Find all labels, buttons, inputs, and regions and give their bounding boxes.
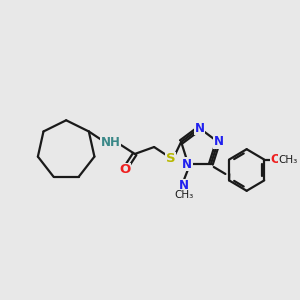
Text: CH₃: CH₃ <box>279 154 298 165</box>
Text: O: O <box>119 163 131 176</box>
Text: N: N <box>194 122 205 135</box>
Text: N: N <box>179 179 189 192</box>
Text: NH: NH <box>101 136 121 148</box>
Text: S: S <box>166 152 175 165</box>
Text: CH₃: CH₃ <box>175 190 194 200</box>
Text: N: N <box>182 158 192 170</box>
Text: N: N <box>214 135 224 148</box>
Text: O: O <box>271 153 281 166</box>
